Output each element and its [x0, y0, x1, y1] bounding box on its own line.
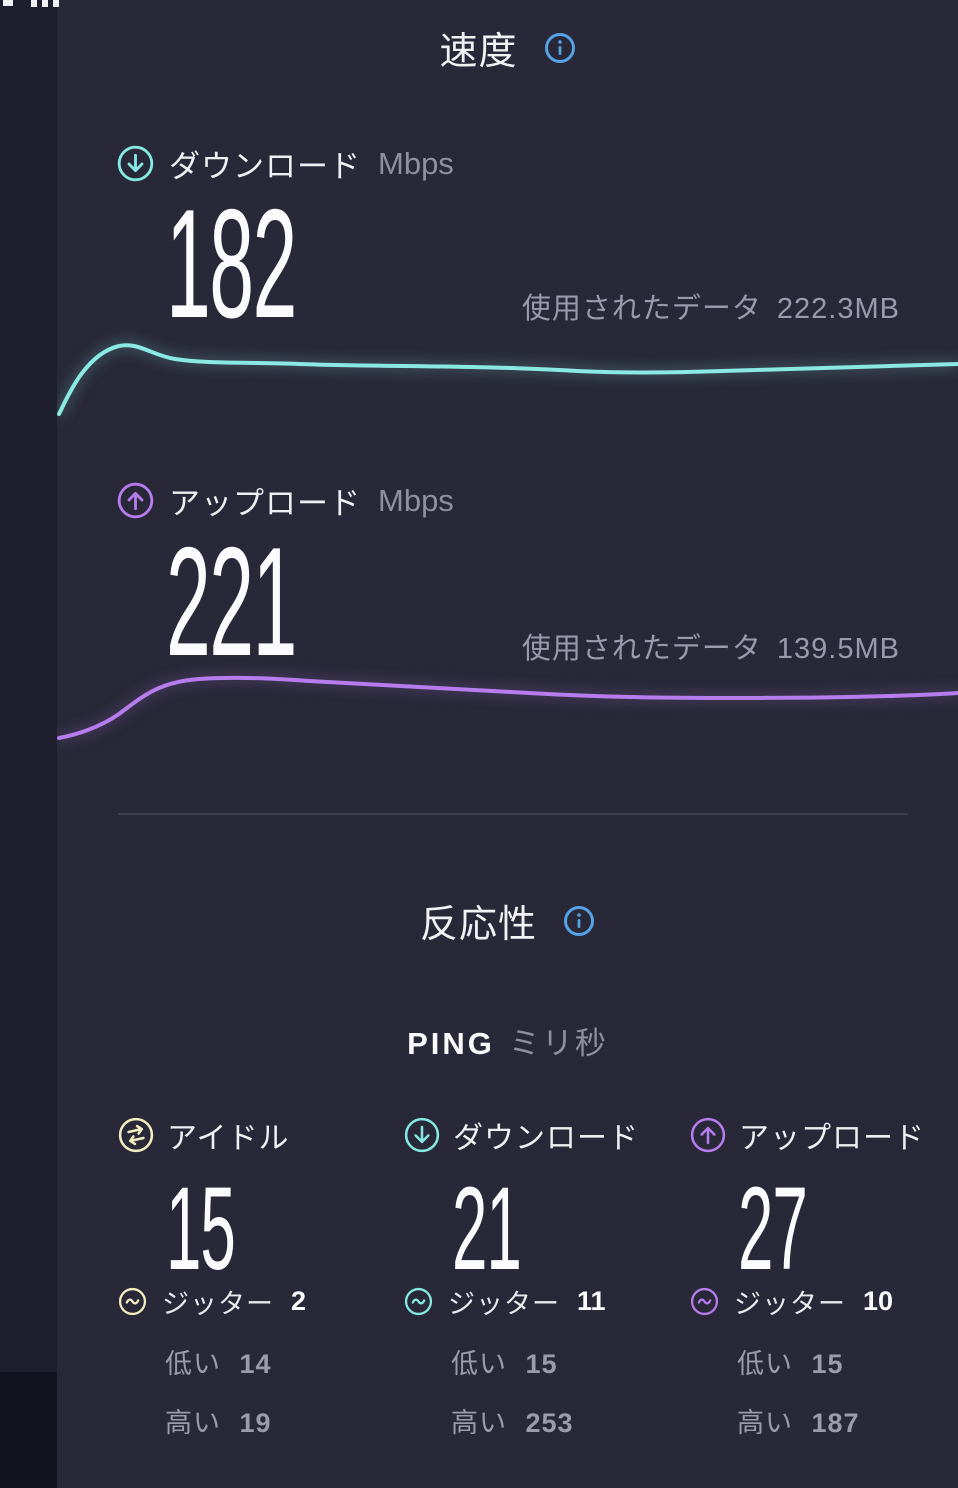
- download-low-value: 15: [525, 1349, 558, 1379]
- download-jitter-label: ジッター: [448, 1289, 560, 1319]
- upload-arrow-icon: [117, 482, 154, 519]
- download-ping-column-header: ダウンロード: [404, 1114, 690, 1156]
- info-icon[interactable]: [544, 32, 576, 64]
- upload-jitter-row: ジッター 10: [690, 1282, 893, 1321]
- idle-high-label: 高い: [165, 1408, 221, 1438]
- responsiveness-section-header: 反応性: [57, 893, 958, 948]
- upload-arrow-icon: [690, 1117, 726, 1153]
- upload-unit: Mbps: [378, 482, 454, 518]
- upload-high-label: 高い: [737, 1408, 793, 1438]
- upload-speed-graph: [57, 675, 958, 740]
- upload-low-row: 低い 15: [737, 1342, 844, 1381]
- download-jitter-row: ジッター 11: [404, 1282, 606, 1321]
- clipped-glyph-fragment: [31, 0, 37, 7]
- download-unit: Mbps: [378, 145, 454, 181]
- left-sidebar: [0, 0, 59, 1372]
- download-ping-value: 21: [452, 1163, 522, 1295]
- info-icon[interactable]: [563, 905, 595, 937]
- ping-unit-label: ミリ秒: [508, 1026, 608, 1061]
- download-low-row: 低い 15: [451, 1342, 558, 1381]
- download-high-value: 253: [525, 1408, 574, 1438]
- download-data-used: 使用されたデータ 222.3MB: [522, 285, 900, 327]
- download-jitter-value: 11: [577, 1286, 606, 1316]
- left-sidebar-bottom: [0, 1372, 57, 1488]
- download-arrow-icon: [117, 145, 154, 182]
- idle-low-label: 低い: [165, 1349, 221, 1379]
- idle-label: アイドル: [167, 1122, 290, 1155]
- upload-jitter-value: 10: [863, 1286, 894, 1316]
- download-data-used-label: 使用されたデータ: [521, 293, 762, 325]
- clipped-glyph-fragment: [42, 0, 48, 7]
- ping-label: PING: [407, 1026, 495, 1061]
- upload-ping-label: アップロード: [739, 1122, 925, 1155]
- jitter-wave-icon: [118, 1287, 147, 1316]
- upload-label: アップロード: [169, 486, 361, 521]
- ping-column-download: ダウンロード 21 ジッター 11 低い 15 高い 253: [404, 1114, 690, 1438]
- upload-value: 221: [166, 515, 297, 688]
- upload-data-used: 使用されたデータ 139.5MB: [522, 625, 900, 667]
- idle-high-value: 19: [239, 1408, 272, 1438]
- upload-jitter-label: ジッター: [734, 1289, 846, 1319]
- ping-column-upload: アップロード 27 ジッター 10 低い 15 高い 187: [690, 1114, 958, 1438]
- upload-data-used-label: 使用されたデータ: [521, 633, 762, 665]
- idle-jitter-label: ジッター: [162, 1289, 274, 1319]
- upload-metric-header: アップロード Mbps: [117, 478, 454, 523]
- upload-low-label: 低い: [737, 1349, 793, 1379]
- upload-low-value: 15: [811, 1349, 844, 1379]
- speed-title: 速度: [439, 31, 518, 73]
- download-high-label: 高い: [451, 1408, 507, 1438]
- responsiveness-title: 反応性: [419, 904, 537, 946]
- download-data-used-value: 222.3MB: [776, 293, 900, 325]
- upload-ping-value: 27: [738, 1163, 808, 1295]
- ping-header: PING ミリ秒: [57, 1018, 958, 1063]
- download-speed-graph: [57, 343, 958, 416]
- download-ping-label: ダウンロード: [453, 1122, 639, 1155]
- upload-high-row: 高い 187: [737, 1401, 860, 1440]
- jitter-wave-icon: [690, 1287, 719, 1316]
- idle-exchange-icon: [118, 1117, 154, 1153]
- idle-low-value: 14: [239, 1349, 272, 1379]
- idle-ping-value: 15: [166, 1163, 236, 1295]
- idle-high-row: 高い 19: [165, 1401, 272, 1440]
- download-label: ダウンロード: [169, 149, 361, 184]
- idle-jitter-value: 2: [291, 1286, 307, 1316]
- section-divider: [118, 813, 908, 815]
- upload-data-used-value: 139.5MB: [776, 633, 900, 665]
- idle-jitter-row: ジッター 2: [118, 1282, 306, 1321]
- download-value: 182: [166, 177, 297, 350]
- download-low-label: 低い: [451, 1349, 507, 1379]
- upload-ping-column-header: アップロード: [690, 1114, 958, 1156]
- clipped-glyph-fragment: [53, 0, 59, 7]
- speed-section-header: 速度: [57, 20, 958, 75]
- jitter-wave-icon: [404, 1287, 433, 1316]
- clipped-glyph-fragment: [3, 0, 13, 6]
- download-arrow-icon: [404, 1117, 440, 1153]
- ping-column-idle: アイドル 15 ジッター 2 低い 14 高い 19: [118, 1114, 404, 1438]
- idle-low-row: 低い 14: [165, 1342, 272, 1381]
- idle-column-header: アイドル: [118, 1114, 404, 1156]
- upload-high-value: 187: [811, 1408, 860, 1438]
- download-metric-header: ダウンロード Mbps: [117, 141, 454, 186]
- download-high-row: 高い 253: [451, 1401, 574, 1440]
